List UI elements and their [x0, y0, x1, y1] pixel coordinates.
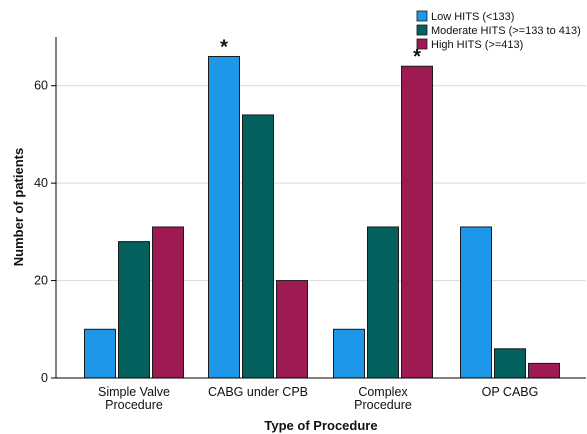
legend-label-2: High HITS (>=413) — [431, 39, 523, 51]
legend: Low HITS (<133) Moderate HITS (>=133 to 4… — [416, 10, 581, 51]
x-tick-label-2-line1: Procedure — [354, 398, 412, 412]
bar-series1-cat1 — [242, 114, 274, 379]
bar-series0-cat2 — [333, 328, 365, 379]
legend-swatch-0 — [416, 10, 428, 22]
annotations: * * — [220, 36, 421, 68]
y-tick-label-60: 60 — [34, 79, 48, 93]
bar-series2-cat3 — [528, 362, 560, 379]
legend-swatch-1 — [416, 24, 428, 36]
significance-marker-0: * — [220, 36, 228, 58]
bar-series0-cat0 — [84, 328, 116, 379]
x-axis-title: Type of Procedure — [264, 418, 377, 433]
bar-series1-cat2 — [367, 226, 399, 379]
bar-series2-cat0 — [152, 226, 184, 379]
legend-label-0: Low HITS (<133) — [431, 11, 514, 23]
x-tick-label-0-line0: Simple Valve — [98, 385, 170, 399]
y-tick-labels: 0 20 40 60 — [34, 79, 48, 385]
legend-swatch-2 — [416, 38, 428, 50]
x-tick-label-0-line1: Procedure — [105, 398, 163, 412]
bar-series0-cat3 — [460, 226, 492, 379]
significance-marker-1: * — [413, 46, 421, 68]
y-tick-label-40: 40 — [34, 176, 48, 190]
legend-label-1: Moderate HITS (>=133 to 413) — [431, 25, 581, 37]
bars — [84, 55, 560, 379]
y-tick-label-0: 0 — [41, 371, 48, 385]
y-tick-label-20: 20 — [34, 274, 48, 288]
bar-series2-cat1 — [276, 280, 308, 379]
bar-series0-cat1 — [208, 55, 240, 379]
bar-series1-cat0 — [118, 241, 150, 379]
x-tick-label-1-line0: CABG under CPB — [208, 385, 308, 399]
bar-series2-cat2 — [401, 65, 433, 379]
bar-series1-cat3 — [494, 348, 526, 379]
y-axis-title: Number of patients — [11, 148, 26, 266]
x-tick-label-3-line0: OP CABG — [482, 385, 539, 399]
x-tick-label-2-line0: Complex — [358, 385, 408, 399]
axes — [55, 37, 586, 379]
